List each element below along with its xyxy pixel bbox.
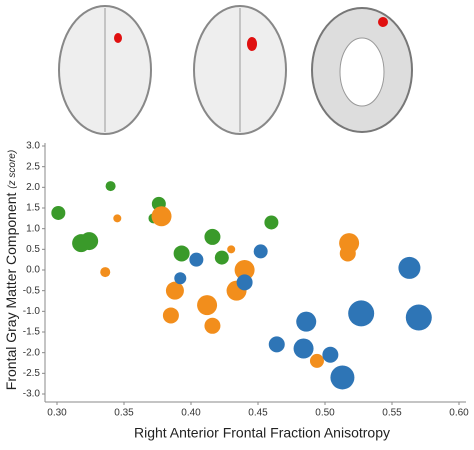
y-tick-label: -2.0 [23,347,41,358]
bubble [330,365,355,390]
bubble [234,260,255,280]
bubble [264,215,279,230]
bubble [322,346,339,363]
bubble [162,307,179,324]
y-tick-label: 2.0 [26,182,40,193]
x-tick-label: 0.60 [449,408,469,419]
y-axis-title-note: (z score) [7,150,18,189]
y-tick-label: 0.5 [26,244,40,255]
bubble [151,206,172,227]
bubble [105,181,116,192]
bubble [214,250,229,265]
bubble [309,353,324,368]
y-tick-label: -0.5 [23,285,41,296]
y-axis-title: Frontal Gray Matter Component (z score) [3,150,19,390]
bubble [100,267,111,278]
bubble [204,228,221,245]
bubble [293,338,314,359]
x-tick-label: 0.50 [315,408,335,419]
bubble [51,205,66,220]
bubble [268,336,285,353]
roi [114,33,122,43]
bubble [227,245,236,254]
bubble [253,244,268,259]
ventricle [339,37,385,107]
x-tick-label: 0.55 [382,408,402,419]
bubble [189,252,204,267]
y-tick-label: 1.5 [26,203,40,214]
bubble [197,295,218,316]
bubble [174,272,187,285]
x-axis-title: Right Anterior Frontal Fraction Anisotro… [134,425,390,441]
roi [378,17,388,27]
bubble [398,256,421,279]
bubble [348,300,375,327]
bubble [236,274,253,291]
x-tick-label: 0.40 [181,408,201,419]
bubble [80,232,99,251]
y-tick-label: 1.0 [26,223,40,234]
y-tick-label: 3.0 [26,141,40,152]
x-tick-label: 0.45 [248,408,268,419]
y-tick-label: -1.5 [23,327,41,338]
y-tick-label: -3.0 [23,389,41,400]
bubble [173,245,190,262]
y-tick-label: 0.0 [26,265,40,276]
bubble [296,311,317,332]
bubble [204,317,221,334]
x-tick-label: 0.35 [114,408,134,419]
bubble [165,281,184,300]
brain-images [58,5,413,135]
y-tick-label: 2.5 [26,161,40,172]
roi [247,37,257,51]
y-tick-label: -1.0 [23,306,41,317]
bubble [405,304,432,331]
bubble [113,214,122,223]
x-tick-label: 0.30 [47,408,67,419]
y-tick-label: -2.5 [23,368,41,379]
y-axis-title-main: Frontal Gray Matter Component [3,192,19,390]
bubble [339,245,356,262]
